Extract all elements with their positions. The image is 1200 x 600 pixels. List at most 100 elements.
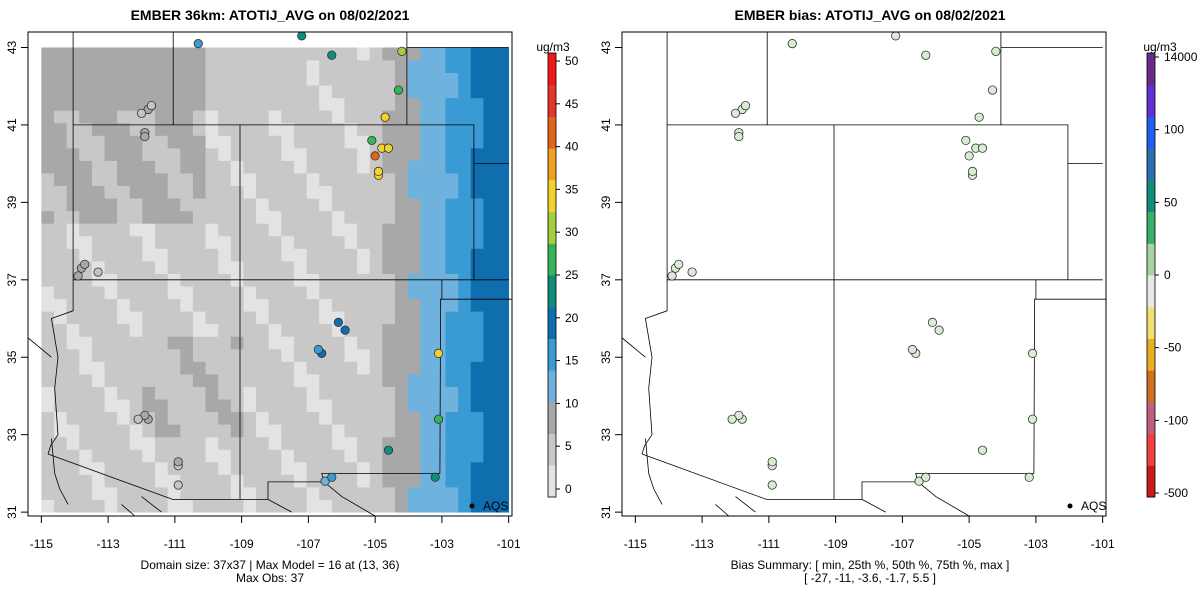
grid-cell xyxy=(66,311,80,325)
grid-cell xyxy=(256,424,270,438)
grid-cell xyxy=(167,348,181,362)
grid-cell xyxy=(369,399,383,413)
grid-cell xyxy=(470,248,484,262)
bias-point xyxy=(927,317,938,327)
grid-cell xyxy=(344,411,358,425)
grid-cell xyxy=(155,461,169,475)
grid-cell xyxy=(331,336,345,350)
grid-cell xyxy=(129,173,143,187)
grid-cell xyxy=(293,223,307,237)
grid-cell xyxy=(331,260,345,274)
grid-cell xyxy=(218,135,232,149)
colorbar-label: 0 xyxy=(1164,268,1171,282)
colorbar-label: -50 xyxy=(1164,341,1182,355)
grid-cell xyxy=(445,373,459,387)
grid-cell xyxy=(382,323,396,337)
grid-cell xyxy=(192,248,206,262)
grid-cell xyxy=(394,449,409,463)
grid-cell xyxy=(407,235,421,249)
grid-cell xyxy=(483,386,497,400)
grid-cell xyxy=(458,373,472,387)
x-tick-label: -105 xyxy=(957,537,981,551)
grid-cell xyxy=(407,373,421,387)
grid-cell xyxy=(155,311,169,325)
colorbar-label: -100 xyxy=(1164,413,1188,427)
colorbar-swatch xyxy=(1147,211,1155,244)
grid-cell xyxy=(41,122,55,136)
grid-cell xyxy=(432,323,446,337)
grid-cell xyxy=(41,386,55,400)
grid-cell xyxy=(41,147,55,161)
grid-cell xyxy=(230,461,244,475)
grid-cell xyxy=(420,298,434,312)
grid-cell xyxy=(483,411,497,425)
grid-cell xyxy=(394,487,409,500)
left-y-axis: 31 33 35 37 39 41 43 xyxy=(5,40,28,519)
grid-cell xyxy=(268,424,282,438)
grid-cell xyxy=(496,198,510,212)
colorbar-label: 10 xyxy=(565,396,579,410)
grid-cell xyxy=(205,97,219,111)
grid-cell xyxy=(41,399,55,413)
grid-cell xyxy=(407,424,421,438)
grid-cell xyxy=(53,298,68,312)
grid-cell xyxy=(104,399,118,413)
grid-cell xyxy=(382,97,396,111)
grid-cell xyxy=(230,248,244,262)
colorbar-swatch xyxy=(1147,370,1155,403)
grid-cell xyxy=(496,298,510,312)
grid-cell xyxy=(91,72,105,86)
grid-cell xyxy=(117,173,131,187)
grid-cell xyxy=(155,198,169,212)
grid-cell xyxy=(205,60,219,74)
grid-cell xyxy=(41,373,55,387)
grid-cell xyxy=(218,436,232,450)
grid-cell xyxy=(306,323,320,337)
grid-cell xyxy=(319,386,333,400)
grid-cell xyxy=(420,424,434,438)
grid-cell xyxy=(432,110,446,124)
grid-cell xyxy=(369,323,383,337)
grid-cell xyxy=(117,97,131,111)
grid-cell xyxy=(155,160,169,174)
grid-cell xyxy=(496,160,510,174)
grid-cell xyxy=(205,311,219,325)
grid-cell xyxy=(243,210,257,224)
grid-cell xyxy=(180,373,194,387)
grid-cell xyxy=(230,223,244,237)
x-tick-label: -101 xyxy=(1091,537,1115,551)
bias-point xyxy=(740,100,751,111)
grid-cell xyxy=(331,386,345,400)
grid-cell xyxy=(192,47,206,61)
grid-cell xyxy=(155,147,169,161)
grid-cell xyxy=(230,147,244,161)
grid-cell xyxy=(306,122,320,136)
grid-cell xyxy=(53,436,68,450)
grid-cell xyxy=(496,135,510,149)
colorbar-label: 50 xyxy=(565,54,579,68)
grid-cell xyxy=(41,135,55,149)
grid-cell xyxy=(382,72,396,86)
grid-cell xyxy=(369,85,383,99)
grid-cell xyxy=(483,373,497,387)
grid-cell xyxy=(66,449,80,463)
grid-cell xyxy=(369,424,383,438)
grid-cell xyxy=(382,424,396,438)
grid-cell xyxy=(344,461,358,475)
grid-cell xyxy=(281,373,295,387)
y-tick-label: 35 xyxy=(599,350,613,364)
state-boundary-line xyxy=(141,496,162,513)
grid-cell xyxy=(117,185,131,199)
grid-cell xyxy=(445,97,459,111)
grid-cell xyxy=(496,97,510,111)
grid-cell xyxy=(129,60,143,74)
grid-cell xyxy=(306,260,320,274)
grid-cell xyxy=(79,147,93,161)
grid-cell xyxy=(306,110,320,124)
grid-cell xyxy=(268,311,282,325)
grid-cell xyxy=(142,449,156,463)
grid-cell xyxy=(53,361,68,375)
grid-cell xyxy=(218,110,232,124)
state-boundary-line xyxy=(645,438,663,505)
grid-cell xyxy=(192,223,206,237)
